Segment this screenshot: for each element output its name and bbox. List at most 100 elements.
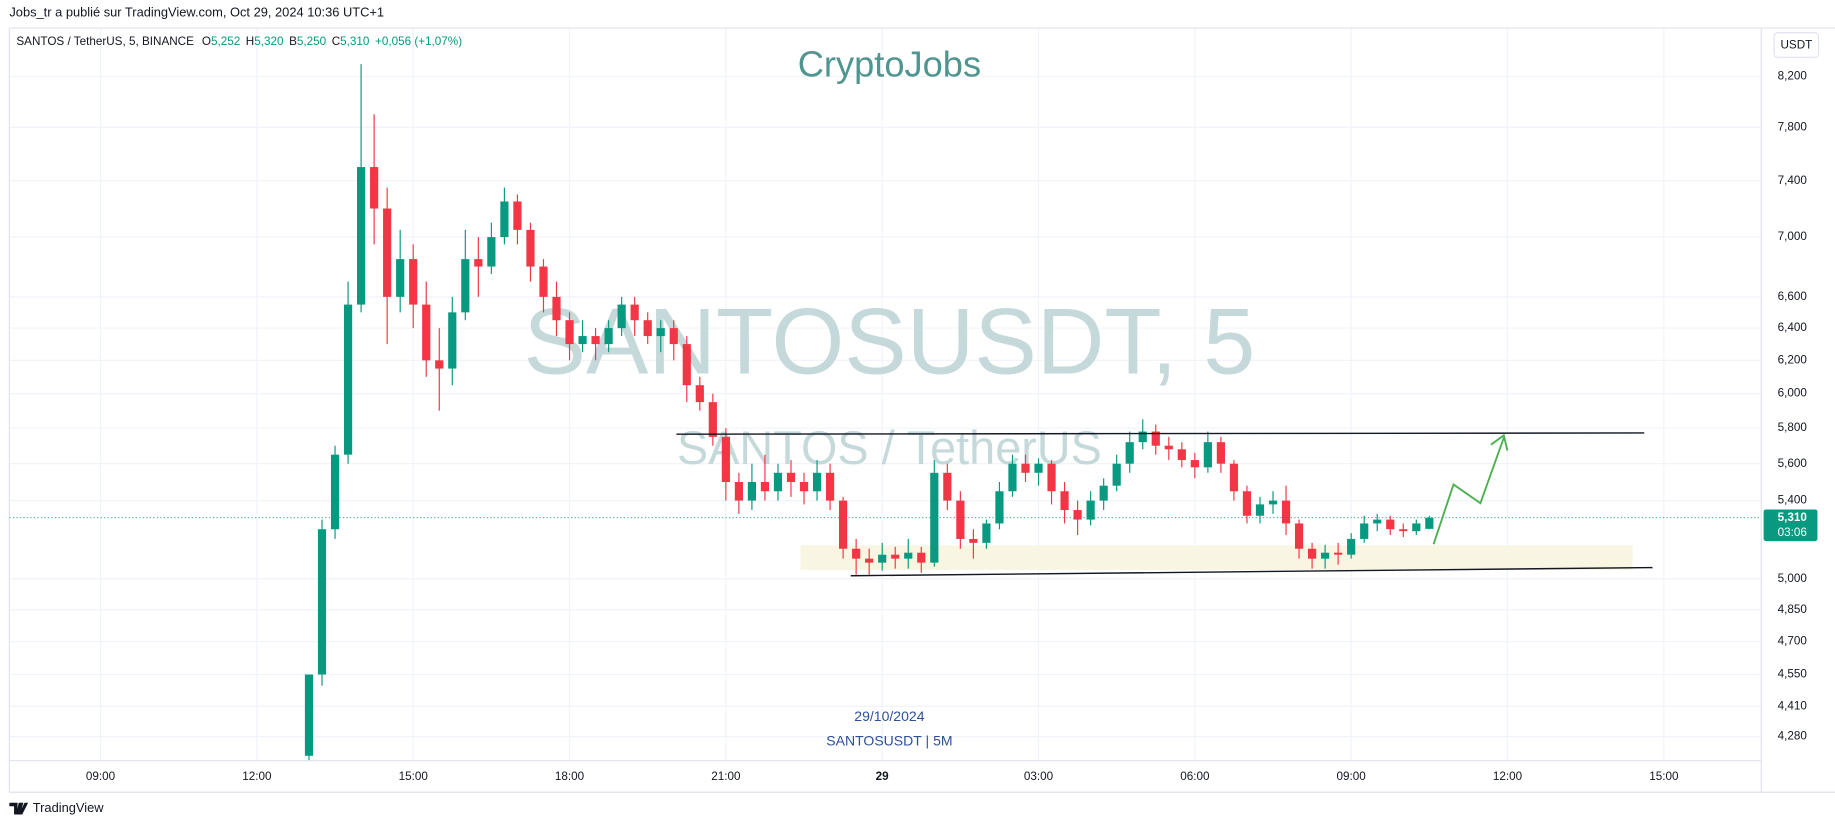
candle-body <box>1360 523 1369 539</box>
resistance-line <box>676 432 1645 435</box>
candle-body <box>1008 463 1017 492</box>
candle-body <box>1399 529 1408 532</box>
candle-body <box>591 336 600 345</box>
candles <box>304 64 1434 761</box>
symbol-caption: SANTOSUSDT | 5M <box>826 733 952 749</box>
candle-body <box>865 558 874 563</box>
candle-body <box>708 402 717 437</box>
candle-body <box>1229 463 1239 492</box>
candle-body <box>317 529 327 675</box>
candle-body <box>435 360 444 369</box>
candle-body <box>669 328 678 345</box>
legend-key: H <box>246 35 254 48</box>
candle-body <box>799 481 809 492</box>
x-tick-label: 21:00 <box>711 770 741 783</box>
last-price-label: 5,310 <box>1778 511 1808 524</box>
candle-body <box>1347 538 1356 555</box>
candle-body <box>1216 442 1225 464</box>
legend-value: 5,320 <box>254 35 284 48</box>
candle-body <box>1281 500 1291 524</box>
candle-body <box>1321 552 1330 559</box>
x-tick-label: 09:00 <box>86 770 116 783</box>
symbol: SANTOS / TetherUS, 5, BINANCE <box>16 35 194 48</box>
candle-body <box>409 259 418 305</box>
candle-body <box>422 304 431 361</box>
y-tick-label: 5,600 <box>1778 457 1808 470</box>
legend-line: SANTOS / TetherUS, 5, BINANCE O5,252 H5,… <box>16 35 462 48</box>
candle-body <box>747 481 757 501</box>
candle-body <box>643 320 652 337</box>
y-tick-label: 7,000 <box>1778 230 1808 243</box>
countdown: 03:06 <box>1778 526 1807 539</box>
candle-body <box>760 481 770 492</box>
x-tick-label: 09:00 <box>1337 770 1367 783</box>
candle-body <box>656 328 665 337</box>
x-tick-label: 15:00 <box>1649 770 1679 783</box>
candle-body <box>839 500 848 549</box>
legend-key: O <box>202 35 211 48</box>
y-tick-label: 5,000 <box>1778 572 1808 585</box>
y-tick-label: 4,410 <box>1778 699 1808 712</box>
watermark: SANTOSUSDT, 5 <box>524 288 1256 393</box>
candle-body <box>330 454 340 530</box>
axes: 8,200 7,800 7,400 7,000 6,600 6,400 6,200 6,000… <box>9 70 1818 783</box>
brand: CryptoJobs <box>798 43 981 84</box>
candle-body <box>1151 431 1160 446</box>
legend-value: 5,250 <box>297 35 327 48</box>
candle-body <box>474 259 483 267</box>
legend-change: +0,056 (+1,07%) <box>375 35 462 48</box>
y-tick-label: 4,280 <box>1778 730 1808 743</box>
y-tick-label: 4,850 <box>1778 603 1808 616</box>
date-caption: 29/10/2024 <box>854 708 924 724</box>
candle-body <box>1190 460 1199 468</box>
candle-body <box>1112 463 1121 486</box>
x-tick-label: 18:00 <box>555 770 585 783</box>
candle-body <box>969 538 978 543</box>
logo-text: TradingView <box>33 800 104 815</box>
candle-body <box>526 229 535 267</box>
candle-body <box>982 523 991 543</box>
candle-body <box>357 167 366 305</box>
candle-body <box>487 237 496 267</box>
candle-body <box>917 552 926 563</box>
candle-body <box>878 554 887 563</box>
candle-body <box>1125 442 1134 464</box>
candle-body <box>1294 523 1304 549</box>
support-zone <box>800 545 1633 570</box>
y-tick-label: 7,400 <box>1778 174 1808 187</box>
candle-body <box>812 472 822 492</box>
candle-body <box>1255 504 1265 516</box>
legend-value: 5,310 <box>340 35 370 48</box>
y-tick-label: 8,200 <box>1778 70 1808 83</box>
candle-body <box>1242 491 1252 516</box>
grid <box>9 28 1762 761</box>
arrow-head <box>1490 433 1509 451</box>
x-tick-label: 12:00 <box>1493 770 1523 783</box>
candle-body <box>552 296 561 321</box>
candle-body <box>304 674 314 756</box>
candle-body <box>565 320 574 345</box>
legend-key: B <box>289 35 297 48</box>
candle-body <box>1203 442 1212 468</box>
candle-body <box>1099 485 1108 501</box>
candle-body <box>891 554 900 559</box>
candle-body <box>383 208 392 297</box>
y-tick-label: 5,800 <box>1778 421 1808 434</box>
currency-label[interactable]: USDT <box>1780 39 1812 52</box>
currency-button[interactable] <box>1773 32 1820 58</box>
last-price-box <box>1763 509 1818 542</box>
x-tick-label: 06:00 <box>1180 770 1210 783</box>
x-tick-label: 15:00 <box>399 770 429 783</box>
support-line <box>850 566 1653 577</box>
candle-body <box>461 259 470 313</box>
candle-body <box>1060 491 1069 511</box>
candle-body <box>1412 523 1421 532</box>
candle-body <box>721 436 730 482</box>
candle-body <box>1307 548 1317 559</box>
candle-body <box>1034 463 1043 473</box>
x-tick-label: 29 <box>876 770 890 783</box>
candle-body <box>1373 519 1382 524</box>
candle-body <box>956 500 965 539</box>
